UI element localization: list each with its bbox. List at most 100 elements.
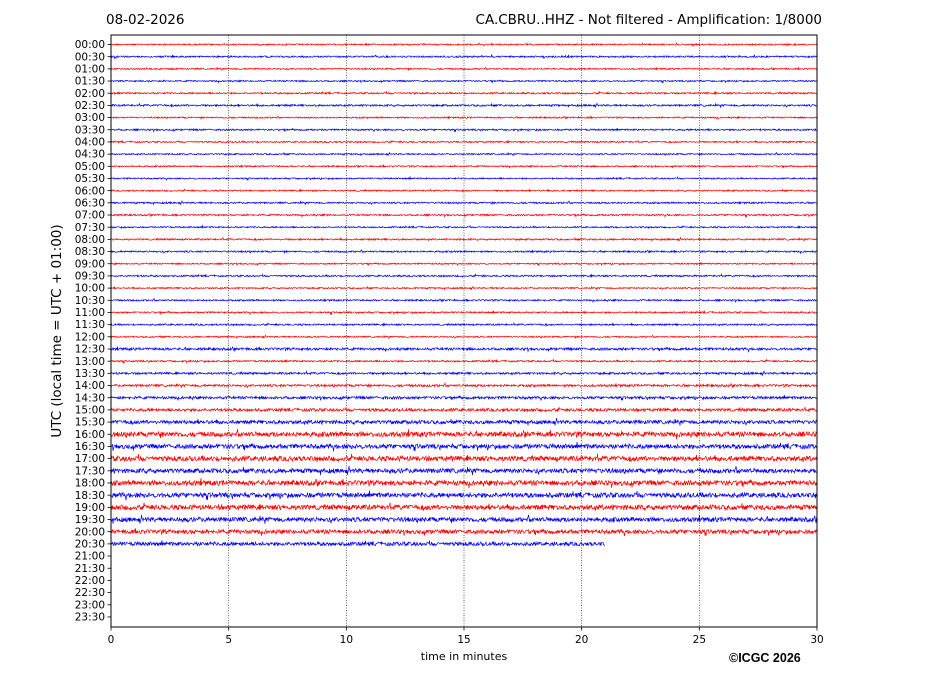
seismic-trace — [110, 139, 818, 144]
y-tick-label: 06:30 — [75, 197, 105, 209]
y-tick-label: 12:00 — [75, 331, 105, 343]
seismic-trace — [110, 429, 818, 440]
y-tick-label: 06:00 — [75, 185, 105, 197]
y-tick-label: 20:30 — [75, 538, 105, 550]
seismic-trace — [110, 151, 818, 157]
seismic-trace — [110, 236, 818, 243]
y-tick-label: 00:00 — [75, 39, 105, 51]
y-tick-label: 05:30 — [75, 173, 105, 185]
y-tick-label: 16:30 — [75, 441, 105, 453]
seismic-trace — [110, 163, 818, 169]
y-tick-label: 19:30 — [75, 514, 105, 526]
x-tick-label: 0 — [108, 634, 115, 646]
y-tick-label: 14:00 — [75, 380, 105, 392]
y-tick-label: 18:00 — [75, 478, 105, 490]
seismic-trace — [110, 382, 818, 389]
y-tick-label: 10:30 — [75, 295, 105, 307]
x-tick-label: 25 — [693, 634, 706, 646]
seismic-trace — [110, 90, 818, 96]
seismic-trace — [110, 406, 818, 413]
seismic-trace — [110, 213, 818, 218]
y-tick-label: 18:30 — [75, 490, 105, 502]
y-tick-label: 02:00 — [75, 88, 105, 100]
x-tick-label: 15 — [457, 634, 470, 646]
y-tick-label: 21:30 — [75, 563, 105, 575]
y-tick-label: 23:30 — [75, 612, 105, 624]
y-tick-label: 09:00 — [75, 258, 105, 270]
seismic-trace — [110, 260, 818, 267]
y-tick-label: 03:00 — [75, 112, 105, 124]
seismic-trace — [110, 322, 818, 327]
y-tick-label: 17:00 — [75, 453, 105, 465]
seismic-trace — [110, 334, 818, 340]
y-tick-label: 22:30 — [75, 587, 105, 599]
y-tick-label: 13:00 — [75, 356, 105, 368]
seismic-trace — [110, 273, 818, 279]
seismic-trace — [110, 53, 818, 60]
seismic-trace — [110, 297, 818, 304]
seismic-trace — [110, 188, 818, 193]
y-tick-label: 11:30 — [75, 319, 105, 331]
seismic-trace — [110, 175, 818, 182]
seismic-trace — [110, 490, 818, 501]
y-tick-label: 12:30 — [75, 344, 105, 356]
y-tick-label: 15:30 — [75, 417, 105, 429]
seismic-trace — [110, 249, 818, 255]
seismic-trace — [110, 418, 818, 426]
seismic-trace — [110, 514, 818, 524]
seismic-trace — [110, 41, 818, 48]
y-tick-label: 15:00 — [75, 405, 105, 417]
copyright-label: ©ICGC 2026 — [729, 651, 801, 665]
x-tick-label: 5 — [225, 634, 232, 646]
seismic-trace — [110, 309, 818, 316]
y-tick-label: 04:00 — [75, 137, 105, 149]
seismic-trace — [110, 358, 818, 365]
y-tick-label: 17:30 — [75, 465, 105, 477]
y-tick-label: 20:00 — [75, 526, 105, 538]
seismic-trace — [110, 79, 818, 84]
y-tick-label: 13:30 — [75, 368, 105, 380]
y-tick-label: 07:30 — [75, 222, 105, 234]
seismic-trace — [111, 115, 818, 121]
seismic-trace — [110, 224, 818, 230]
y-tick-label: 08:00 — [75, 234, 105, 246]
y-tick-label: 14:30 — [75, 392, 105, 404]
y-tick-label: 02:30 — [75, 100, 105, 112]
seismic-trace — [110, 346, 818, 353]
y-tick-label: 08:30 — [75, 246, 105, 258]
y-tick-label: 01:00 — [75, 63, 105, 75]
x-tick-label: 20 — [575, 634, 588, 646]
y-tick-label: 23:00 — [75, 599, 105, 611]
seismic-trace — [110, 200, 818, 206]
seismic-trace — [110, 528, 818, 537]
y-tick-label: 10:00 — [75, 283, 105, 295]
seismic-trace — [110, 369, 818, 377]
y-tick-label: 03:30 — [75, 124, 105, 136]
y-tick-label: 22:00 — [75, 575, 105, 587]
station-title: CA.CBRU..HHZ - Not filtered - Amplificat… — [475, 12, 822, 28]
seismic-trace — [110, 540, 606, 547]
y-tick-label: 01:30 — [75, 76, 105, 88]
seismic-trace — [110, 502, 818, 512]
seismic-trace — [110, 102, 818, 109]
y-tick-label: 07:00 — [75, 210, 105, 222]
y-tick-label: 09:30 — [75, 271, 105, 283]
y-tick-label: 21:00 — [75, 551, 105, 563]
seismic-trace — [110, 477, 818, 489]
date-label: 08-02-2026 — [106, 12, 185, 28]
seismic-trace — [110, 66, 818, 72]
seismic-trace — [110, 466, 818, 476]
y-tick-label: 11:00 — [75, 307, 105, 319]
x-tick-label: 30 — [810, 634, 823, 646]
seismic-trace — [110, 453, 818, 463]
x-axis-label: time in minutes — [420, 650, 508, 663]
x-tick-label: 10 — [340, 634, 353, 646]
y-tick-label: 16:00 — [75, 429, 105, 441]
seismic-trace — [110, 127, 818, 133]
seismic-trace — [110, 285, 818, 291]
seismic-trace — [110, 441, 818, 452]
y-tick-label: 04:30 — [75, 149, 105, 161]
y-tick-label: 05:00 — [75, 161, 105, 173]
